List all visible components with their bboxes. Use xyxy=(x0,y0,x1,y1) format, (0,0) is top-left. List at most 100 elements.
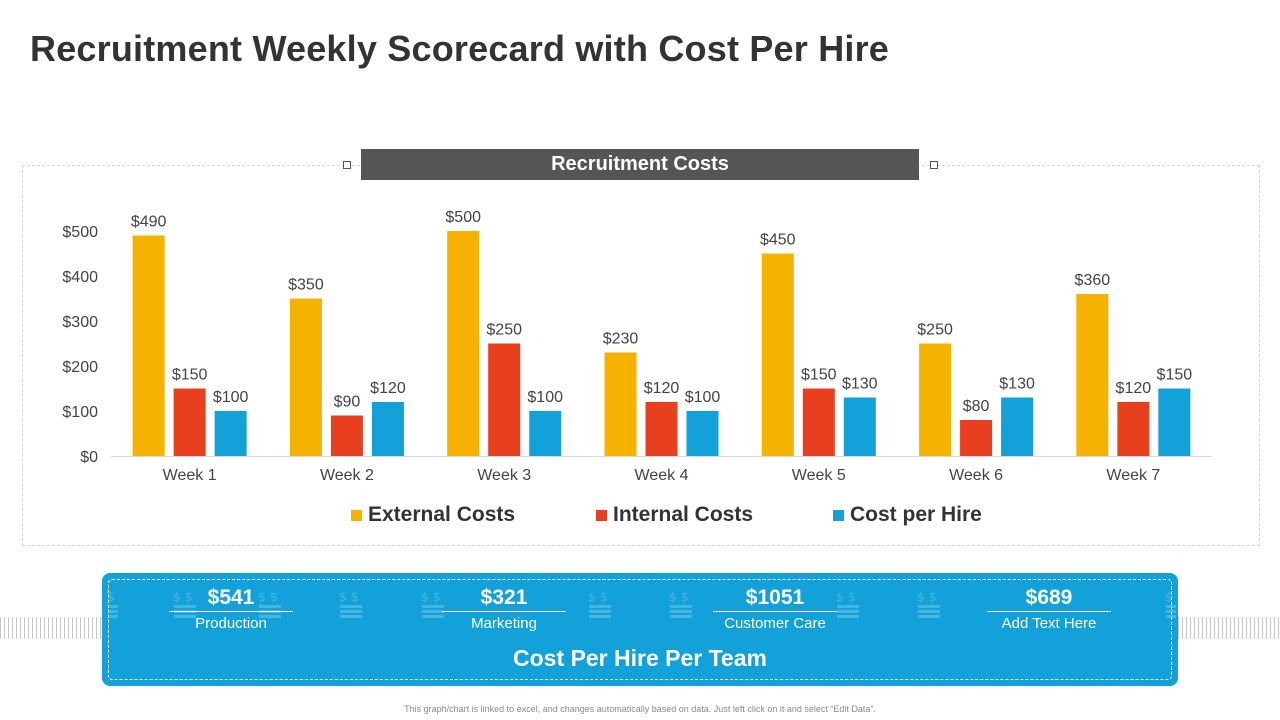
bar-cost-per-hire xyxy=(1001,397,1034,456)
legend-label-internal: Internal Costs xyxy=(613,503,754,526)
y-tick-label: $300 xyxy=(62,314,98,331)
data-label: $360 xyxy=(1075,272,1111,289)
x-tick-label: Week 1 xyxy=(163,467,217,484)
x-tick-label: Week 5 xyxy=(792,467,846,484)
money-stack-icon: $ $ xyxy=(588,590,611,618)
data-label: $150 xyxy=(801,367,837,384)
svg-text:$: $ xyxy=(669,590,677,604)
y-tick-label: $200 xyxy=(62,359,98,376)
money-stack-icon: $ $ xyxy=(917,590,940,618)
bar-internal-costs xyxy=(488,343,521,456)
data-label: $120 xyxy=(1116,380,1152,397)
svg-text:$: $ xyxy=(681,590,689,604)
chart-legend: External Costs Internal Costs Cost per H… xyxy=(0,503,1280,529)
bar-cost-per-hire xyxy=(214,411,247,456)
svg-text:$: $ xyxy=(848,590,856,604)
bar-cost-per-hire xyxy=(529,411,562,456)
x-tick-label: Week 7 xyxy=(1106,467,1160,484)
legend-item-external: External Costs xyxy=(351,503,515,527)
team-stat-customer-care: $1051 Customer Care xyxy=(713,584,837,632)
bar-cost-per-hire xyxy=(843,397,876,456)
legend-item-internal: Internal Costs xyxy=(596,503,753,527)
team-stat-label: Customer Care xyxy=(724,615,826,632)
team-stat-divider xyxy=(713,611,837,612)
data-label: $80 xyxy=(963,398,990,415)
x-tick-label: Week 2 xyxy=(320,467,374,484)
data-label: $120 xyxy=(644,380,680,397)
decorative-stripe-left xyxy=(0,617,102,639)
data-label: $120 xyxy=(370,380,406,397)
svg-text:$: $ xyxy=(185,590,193,604)
team-stat-divider xyxy=(442,611,566,612)
bar-cost-per-hire xyxy=(686,411,719,456)
svg-text:$: $ xyxy=(929,590,937,604)
team-stat-divider xyxy=(987,611,1111,612)
svg-text:$: $ xyxy=(1165,590,1173,604)
bar-external-costs xyxy=(919,343,952,456)
team-stat-value: $321 xyxy=(480,586,528,609)
legend-swatch-cost-per-hire xyxy=(833,509,844,521)
team-stat-divider xyxy=(169,611,293,612)
team-stat-marketing: $321 Marketing xyxy=(442,584,566,632)
svg-text:$: $ xyxy=(588,590,596,604)
resize-handle-right[interactable] xyxy=(930,161,938,169)
legend-label-cost-per-hire: Cost per Hire xyxy=(850,503,982,526)
svg-text:$: $ xyxy=(433,590,441,604)
money-stack-icon: $ xyxy=(1165,590,1176,618)
team-stat-label: Production xyxy=(195,615,267,632)
svg-text:$: $ xyxy=(351,590,359,604)
resize-handle-left[interactable] xyxy=(343,161,351,169)
data-label: $100 xyxy=(527,389,563,406)
data-label: $100 xyxy=(685,389,721,406)
svg-text:$: $ xyxy=(258,590,266,604)
data-label: $150 xyxy=(172,367,208,384)
team-stat-value: $689 xyxy=(1025,586,1073,609)
team-stat-add-text: $689 Add Text Here xyxy=(987,584,1111,632)
bar-cost-per-hire xyxy=(1158,388,1191,456)
svg-text:$: $ xyxy=(270,590,278,604)
data-label: $100 xyxy=(213,389,249,406)
money-stack-icon: $ xyxy=(107,590,118,618)
bar-external-costs xyxy=(132,235,165,456)
x-tick-label: Week 4 xyxy=(635,467,689,484)
page-title: Recruitment Weekly Scorecard with Cost P… xyxy=(30,28,890,69)
bar-internal-costs xyxy=(330,415,363,456)
svg-text:$: $ xyxy=(917,590,925,604)
chart-title: Recruitment Costs xyxy=(361,149,919,180)
bar-external-costs xyxy=(604,352,637,456)
cost-per-team-border xyxy=(108,579,1172,680)
team-panel-title: Cost Per Hire Per Team xyxy=(513,645,767,671)
bar-external-costs xyxy=(447,231,480,456)
legend-swatch-external xyxy=(351,509,362,521)
data-label: $230 xyxy=(603,331,639,348)
data-label: $250 xyxy=(486,322,522,339)
bar-external-costs xyxy=(1076,294,1109,456)
x-tick-label: Week 3 xyxy=(477,467,531,484)
bar-external-costs xyxy=(761,253,794,456)
bar-internal-costs xyxy=(802,388,835,456)
svg-text:$: $ xyxy=(836,590,844,604)
data-label: $150 xyxy=(1157,367,1193,384)
bar-internal-costs xyxy=(960,420,993,456)
y-tick-label: $100 xyxy=(62,404,98,421)
data-label: $130 xyxy=(999,376,1035,393)
svg-text:$: $ xyxy=(107,590,115,604)
bar-internal-costs xyxy=(645,402,678,456)
svg-text:$: $ xyxy=(339,590,347,604)
svg-text:$: $ xyxy=(600,590,608,604)
y-tick-label: $400 xyxy=(62,269,98,286)
legend-item-cost-per-hire: Cost per Hire xyxy=(833,503,982,527)
data-label: $500 xyxy=(445,209,481,226)
team-stat-production: $541 Production xyxy=(169,584,293,632)
svg-text:$: $ xyxy=(173,590,181,604)
bar-internal-costs xyxy=(173,388,206,456)
svg-text:$: $ xyxy=(421,590,429,604)
team-stat-label: Marketing xyxy=(471,615,537,632)
footnote: This graph/chart is linked to excel, and… xyxy=(404,704,876,714)
decorative-stripe-right xyxy=(1178,617,1280,639)
money-stack-icon: $ $ xyxy=(836,590,859,618)
team-stat-value: $1051 xyxy=(745,586,805,609)
data-label: $450 xyxy=(760,232,796,249)
money-stack-icon: $ $ xyxy=(339,590,362,618)
